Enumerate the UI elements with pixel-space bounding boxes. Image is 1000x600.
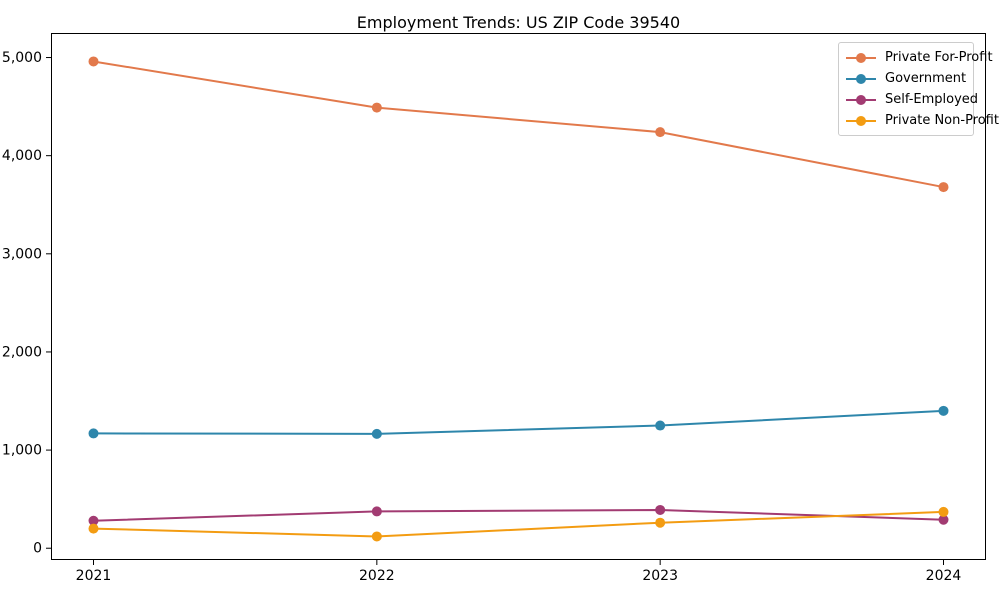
x-tick-label: 2023 <box>642 568 678 584</box>
y-tick-label: 2,000 <box>2 344 42 360</box>
data-point-government <box>88 428 99 439</box>
legend-line-marker-icon <box>846 52 876 63</box>
y-tick-label: 1,000 <box>2 443 42 459</box>
data-point-private-non-profit <box>938 506 949 517</box>
series-line-self-employed <box>93 508 944 522</box>
legend-item-government: Government <box>846 68 969 89</box>
data-point-government <box>938 405 949 416</box>
legend: Private For-Profit Government Self-Employe… <box>838 42 999 136</box>
legend-item-label: Private For-Profit <box>885 50 993 65</box>
legend-item-private-non-profit: Private Non-Profit <box>846 110 999 131</box>
x-tick-label: 2022 <box>359 568 395 584</box>
legend-line-marker-icon <box>846 115 876 126</box>
data-point-self-employed <box>938 514 949 525</box>
legend-item-private-for-profit: Private For-Profit <box>846 47 993 68</box>
data-point-government <box>371 428 382 439</box>
data-point-private-for-profit <box>371 102 382 113</box>
legend-line-marker-icon <box>846 94 876 105</box>
y-tick-label: 3,000 <box>2 246 42 262</box>
data-point-self-employed <box>88 515 99 526</box>
x-tick-label: 2024 <box>926 568 962 584</box>
series-line-private-for-profit <box>93 60 944 189</box>
data-point-private-non-profit <box>371 531 382 542</box>
y-tick-label: 0 <box>33 541 42 557</box>
y-tick-label: 4,000 <box>2 148 42 164</box>
legend-line-marker-icon <box>846 73 876 84</box>
data-point-government <box>655 420 666 431</box>
data-point-self-employed <box>655 504 666 515</box>
y-tick-label: 5,000 <box>2 50 42 66</box>
data-point-private-for-profit <box>655 127 666 138</box>
series-line-private-non-profit <box>93 510 944 538</box>
data-point-private-non-profit <box>88 523 99 534</box>
data-point-private-for-profit <box>88 56 99 67</box>
legend-item-label: Self-Employed <box>885 92 979 107</box>
data-point-self-employed <box>371 506 382 517</box>
legend-item-label: Government <box>885 71 967 86</box>
chart-title: Employment Trends: US ZIP Code 39540 <box>356 13 681 32</box>
plot-border <box>51 33 986 560</box>
legend-item-label: Private Non-Profit <box>885 113 999 128</box>
series-line-government <box>93 409 944 435</box>
x-tick-label: 2021 <box>76 568 112 584</box>
data-point-private-non-profit <box>655 517 666 528</box>
legend-item-self-employed: Self-Employed <box>846 89 978 110</box>
data-point-private-for-profit <box>938 182 949 193</box>
